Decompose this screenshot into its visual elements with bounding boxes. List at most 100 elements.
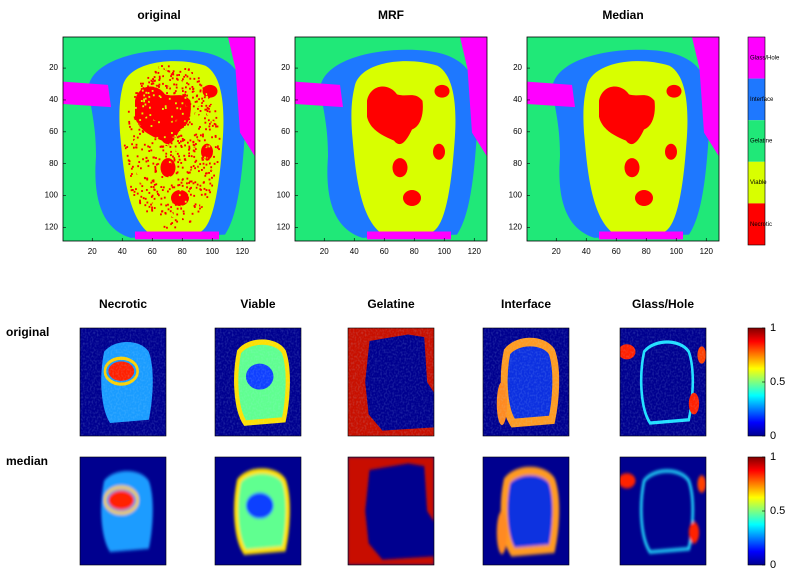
y-tick-label: 120 (509, 223, 523, 232)
noise-pixel (167, 208, 170, 211)
noise-pixel (202, 87, 205, 90)
y-tick-label: 100 (277, 191, 291, 200)
noise-pixel (141, 112, 144, 115)
noise-pixel (176, 207, 179, 210)
noise-pixel (177, 181, 180, 184)
noise-pixel (152, 186, 155, 188)
noise-pixel (214, 152, 217, 155)
noise-pixel (176, 110, 179, 113)
noise-pixel (161, 104, 164, 106)
noise-pixel (166, 85, 169, 88)
y-tick-label: 40 (513, 95, 522, 104)
noise-pixel (154, 165, 157, 168)
region (245, 492, 274, 519)
y-tick-label: 60 (281, 127, 290, 136)
noise-pixel (179, 140, 182, 143)
noise-pixel (128, 122, 131, 125)
noise-pixel (182, 224, 185, 226)
noise-pixel (190, 155, 193, 158)
noise-pixel (129, 176, 131, 179)
noise-pixel (200, 84, 203, 87)
noise-pixel (146, 97, 148, 100)
noise-pixel (155, 71, 157, 74)
noise-pixel (155, 163, 158, 166)
noise-pixel (141, 139, 144, 142)
noise-pixel (165, 182, 168, 185)
noise-pixel (166, 129, 169, 132)
noise-pixel (197, 165, 200, 168)
noise-pixel (168, 176, 171, 179)
noise-pixel (147, 159, 150, 162)
noise-pixel (140, 117, 143, 120)
noise-pixel (191, 74, 194, 77)
noise-pixel (202, 103, 205, 106)
noise-pixel (172, 95, 175, 98)
noise-pixel (139, 125, 142, 128)
noise-pixel (180, 181, 183, 184)
noise-pixel (170, 154, 172, 157)
x-tick-label: 20 (552, 247, 561, 256)
noise-pixel (177, 112, 180, 115)
noise-pixel (151, 92, 154, 94)
noise-pixel (138, 128, 141, 131)
noise-pixel (189, 127, 192, 130)
noise-pixel (155, 88, 158, 91)
noise-pixel (192, 160, 195, 163)
noise-pixel (144, 88, 146, 91)
noise-pixel (215, 125, 217, 128)
noise-pixel (199, 184, 202, 187)
map-content (234, 468, 290, 555)
noise-pixel (189, 220, 192, 223)
noise-pixel (204, 156, 206, 159)
noise-pixel (180, 207, 183, 210)
noise-pixel (152, 162, 155, 165)
noise-pixel (207, 158, 210, 161)
noise-pixel (140, 167, 142, 170)
noise-pixel (136, 136, 139, 139)
noise-pixel (197, 77, 200, 80)
noise-pixel (201, 97, 204, 100)
noise-pixel (183, 73, 186, 75)
segmentation-image (63, 37, 255, 241)
noise-pixel (143, 160, 146, 163)
noise-pixel (152, 180, 155, 183)
noise-pixel (140, 90, 142, 93)
noise-pixel (188, 121, 191, 124)
noise-pixel (199, 83, 201, 86)
noise-pixel (136, 97, 139, 100)
noise-pixel (207, 119, 210, 122)
noise-pixel (206, 151, 209, 153)
noise-pixel (192, 87, 195, 90)
noise-pixel (167, 167, 170, 170)
noise-pixel (146, 201, 149, 204)
noise-pixel (216, 123, 219, 126)
noise-pixel (187, 123, 189, 126)
noise-pixel (130, 128, 133, 131)
noise-pixel (209, 137, 212, 140)
region (103, 485, 139, 515)
noise-pixel (195, 117, 198, 120)
noise-pixel (171, 186, 174, 189)
noise-pixel (198, 94, 201, 97)
y-tick-label: 80 (49, 159, 58, 168)
legend-swatch (748, 120, 765, 162)
noise-pixel (189, 73, 192, 76)
noise-pixel (133, 116, 136, 119)
noise-pixel (142, 194, 145, 197)
noise-pixel (187, 191, 190, 194)
noise-pixel (150, 185, 153, 188)
noise-pixel (178, 118, 181, 121)
noise-pixel (149, 165, 152, 168)
noise-pixel (157, 194, 160, 197)
noise-pixel (188, 194, 190, 197)
noise-pixel (159, 68, 162, 71)
noise-pixel (134, 139, 136, 142)
noise-pixel (132, 146, 135, 149)
noise-pixel (124, 165, 127, 168)
noise-pixel (158, 152, 161, 155)
noise-pixel (215, 157, 217, 159)
noise-pixel (183, 158, 186, 161)
noise-pixel (164, 105, 167, 108)
noise-pixel (146, 119, 149, 122)
noise-pixel (198, 115, 201, 118)
